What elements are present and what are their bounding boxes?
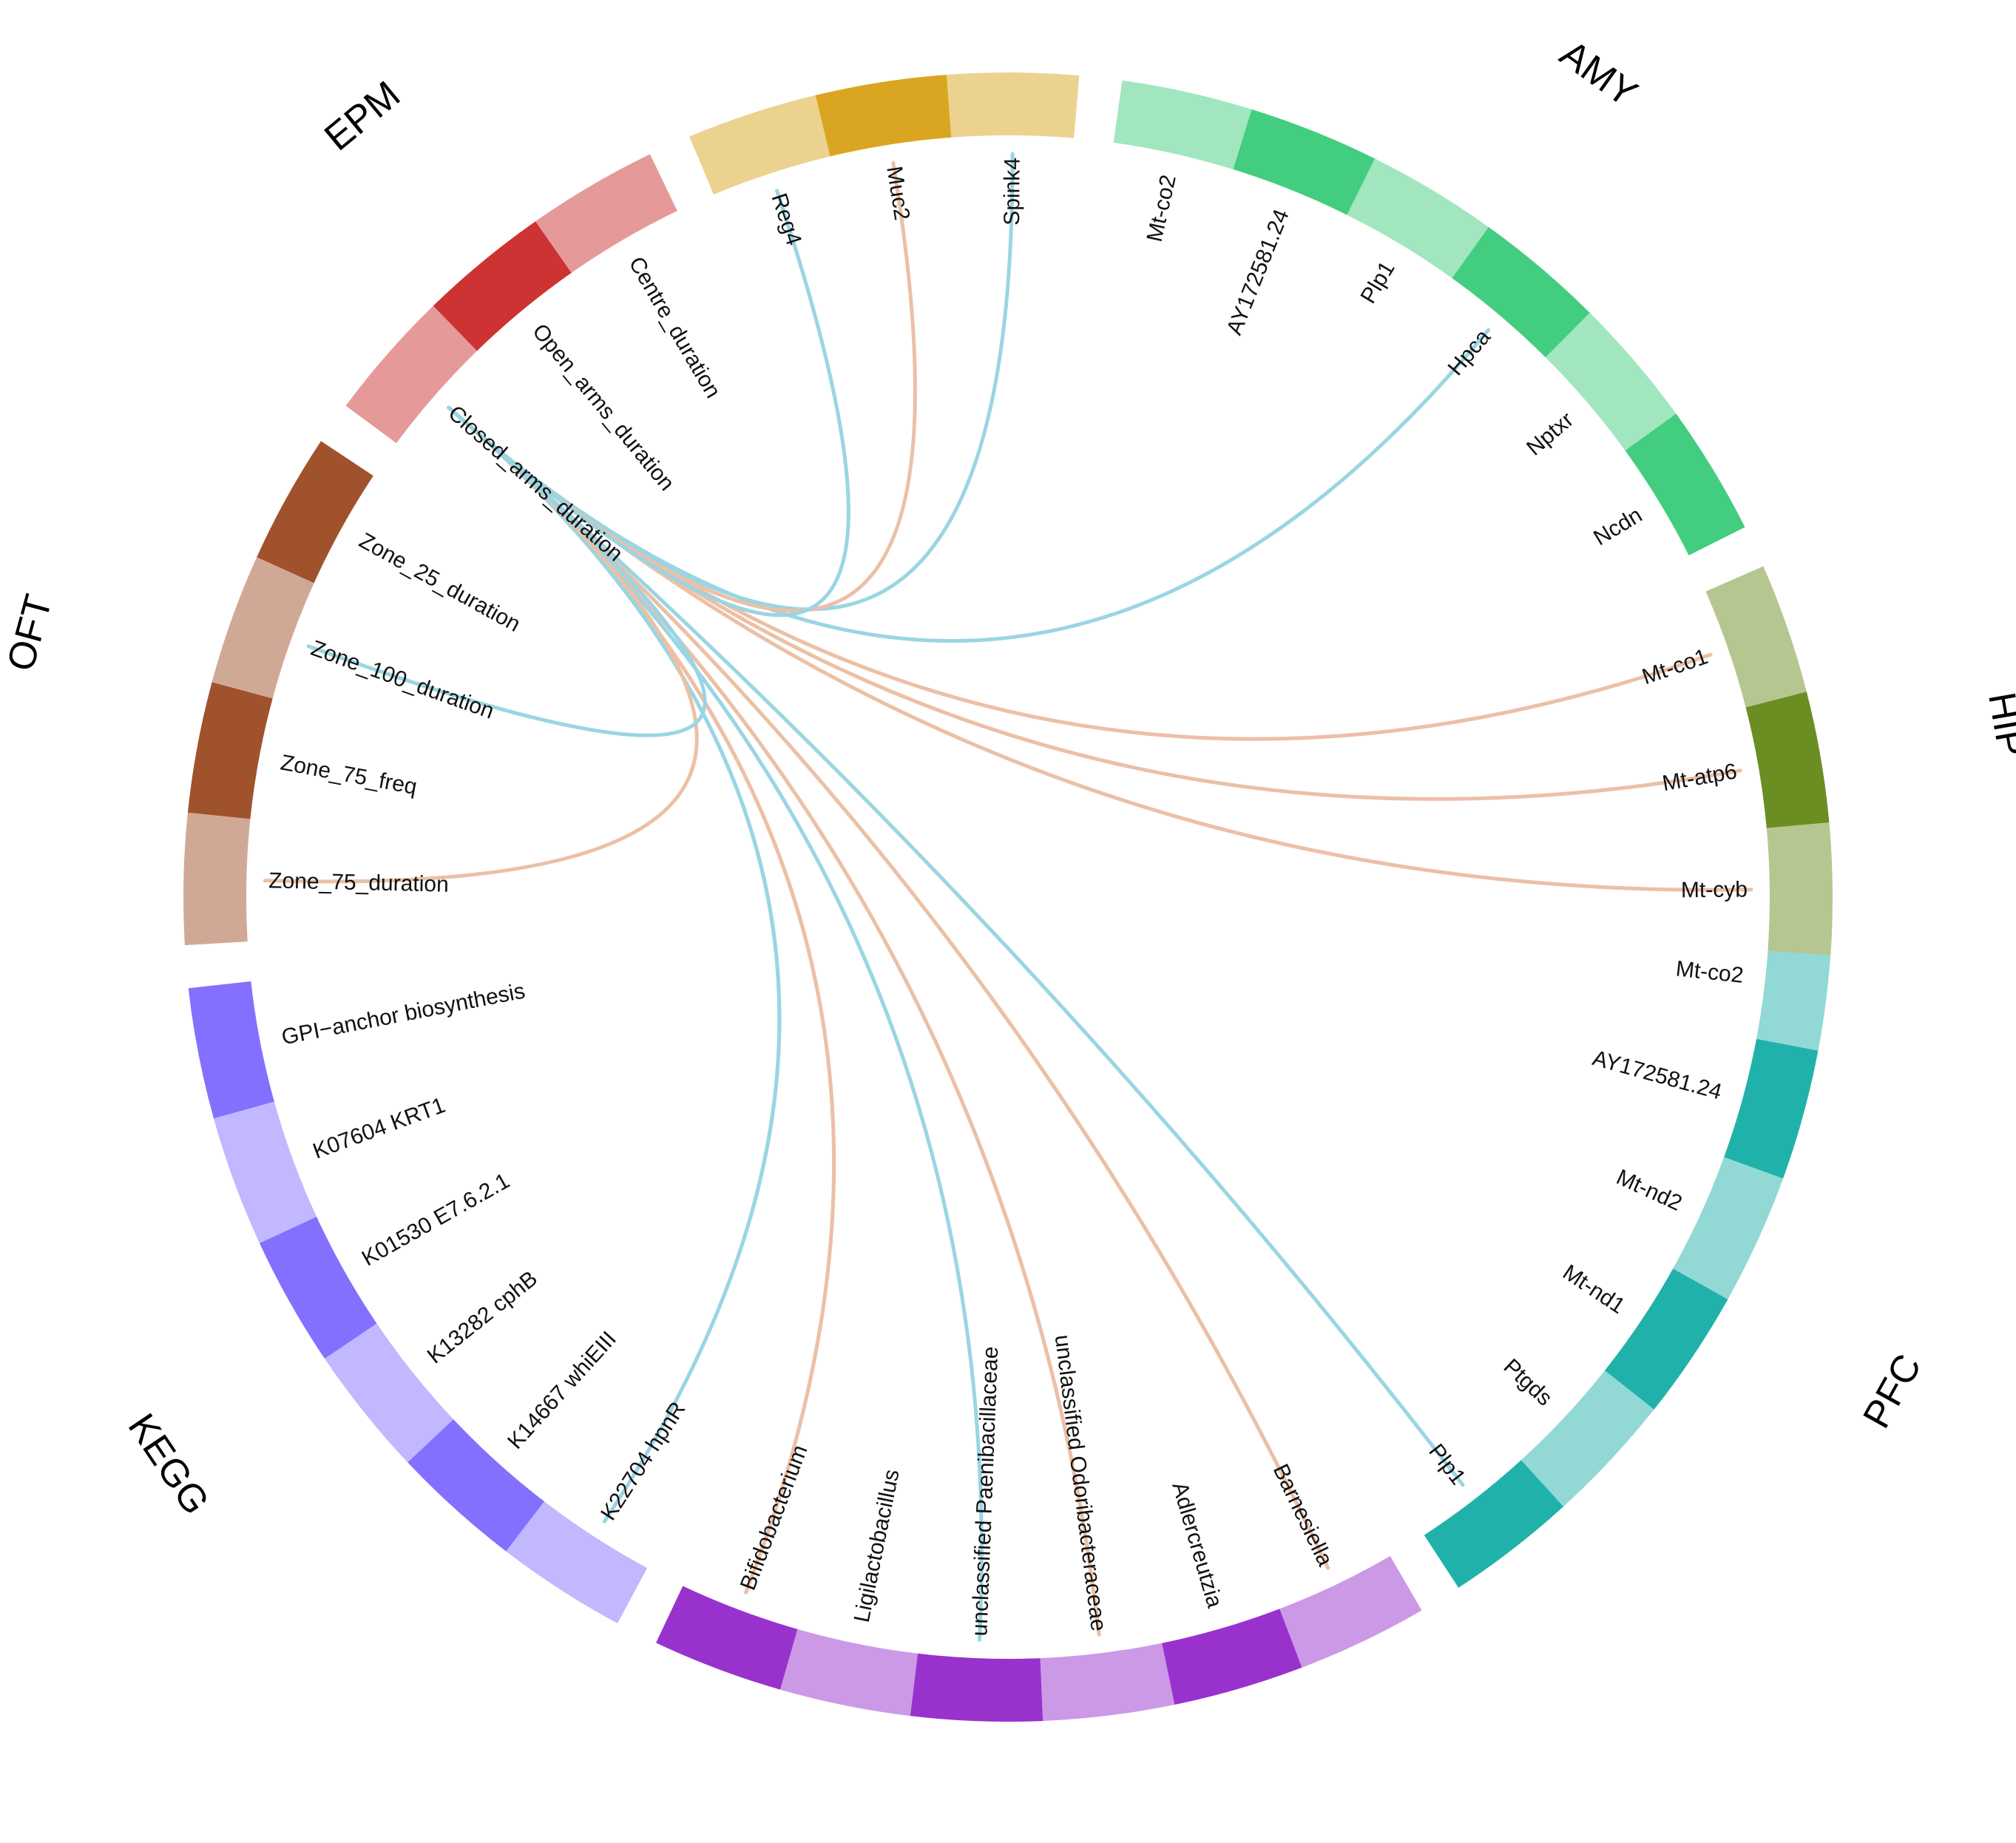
group-label-pfc: PFC — [1855, 1347, 1929, 1435]
segment-kegg-k14667-whieiii — [407, 1418, 544, 1552]
segment-oft-zone-75-duration — [183, 812, 251, 946]
segment-label-epm-open-arms-duration: Open_arms_duration — [527, 319, 679, 496]
link-gut-spink4-to-epm-closed-arms-duration — [447, 152, 1015, 612]
segment-label-taxa-ligilactobacillus: Ligilactobacillus — [850, 1467, 904, 1624]
segment-taxa-bifidobacterium — [656, 1586, 798, 1690]
segment-label-pfc-mt-nd2: Mt-nd2 — [1613, 1165, 1686, 1216]
link-oft-zone-100-duration-to-epm-closed-arms-duration — [306, 405, 707, 737]
segment-kegg-k22704-hpnr — [506, 1501, 648, 1624]
segment-label-kegg-k13282-cphb: K13282 cphB — [423, 1266, 542, 1368]
segment-label-oft-zone-75-freq: Zone_75_freq — [279, 751, 419, 799]
link-pfc-plp1-to-epm-closed-arms-duration — [447, 405, 1465, 1487]
segment-label-amy-mt-co2: Mt-co2 — [1143, 172, 1181, 244]
segment-amy-nptxr — [1545, 312, 1677, 451]
segment-amy-ay172581-24 — [1233, 109, 1376, 215]
segment-oft-zone-25-duration — [257, 441, 373, 584]
segments-layer — [183, 72, 1833, 1722]
segment-label-pfc-ay172581-24: AY172581.24 — [1590, 1046, 1725, 1104]
segment-label-epm-centre-duration: Centre_duration — [624, 253, 725, 402]
segment-kegg-gpi-anchor-biosynthesis — [188, 981, 274, 1119]
segment-label-gut-spink4: Spink4 — [1000, 158, 1025, 226]
segment-label-pfc-mt-nd1: Mt-nd1 — [1558, 1260, 1629, 1319]
segment-kegg-k07604-krt1 — [213, 1101, 317, 1243]
link-taxa-unclassified-odoribacteraceae-to-epm-closed-arms-duration — [447, 405, 1101, 1637]
segment-label-kegg-k22704-hpnr: K22704 hpnR — [596, 1398, 690, 1525]
segment-amy-hpca — [1452, 227, 1590, 358]
segment-amy-plp1 — [1347, 158, 1489, 279]
segment-label-amy-ay172581-24: AY172581.24 — [1222, 206, 1293, 338]
segment-label-oft-zone-75-duration: Zone_75_duration — [268, 868, 449, 896]
segment-epm-closed-arms-duration — [345, 305, 478, 444]
segment-label-pfc-plp1: Plp1 — [1424, 1439, 1470, 1489]
segment-taxa-unclassified-odoribacteraceae — [1040, 1643, 1175, 1722]
segment-kegg-k13282-cphb — [325, 1323, 454, 1463]
segment-gut-reg4 — [689, 95, 831, 195]
segment-pfc-ptgds — [1521, 1370, 1654, 1507]
segment-pfc-ay172581-24 — [1724, 1038, 1819, 1179]
group-label-epm: EPM — [317, 73, 408, 159]
segment-taxa-unclassified-paenibacillaceae — [910, 1653, 1043, 1722]
link-oft-zone-75-duration-to-epm-closed-arms-duration — [263, 405, 699, 884]
segment-taxa-ligilactobacillus — [779, 1629, 918, 1717]
segment-epm-open-arms-duration — [433, 221, 572, 351]
segment-gut-muc2 — [815, 75, 952, 157]
link-taxa-barnesiella-to-epm-closed-arms-duration — [447, 405, 1330, 1570]
segment-label-hip-mt-cyb: Mt-cyb — [1681, 877, 1748, 902]
group-label-kegg: KEGG — [120, 1406, 217, 1522]
segment-label-amy-nptxr: Nptxr — [1522, 408, 1578, 461]
segment-label-amy-plp1: Plp1 — [1356, 257, 1400, 308]
segment-hip-mt-co1 — [1705, 566, 1807, 708]
link-hip-mt-cyb-to-epm-closed-arms-duration — [447, 405, 1753, 892]
link-amy-hpca-to-epm-closed-arms-duration — [447, 328, 1491, 643]
link-gut-reg4-to-epm-closed-arms-duration — [447, 189, 850, 618]
segment-label-pfc-mt-co2: Mt-co2 — [1674, 956, 1745, 988]
segment-label-pfc-ptgds: Ptgds — [1499, 1354, 1557, 1410]
segment-hip-mt-atp6 — [1745, 691, 1830, 828]
segment-label-taxa-barnesiella: Barnesiella — [1268, 1461, 1338, 1570]
segment-hip-mt-cyb — [1766, 822, 1833, 956]
segment-label-epm-closed-arms-duration: Closed_arms_duration — [444, 401, 628, 567]
segment-label-taxa-adlercreutzia: Adlercreutzia — [1167, 1479, 1227, 1611]
segment-epm-centre-duration — [535, 154, 677, 273]
segment-label-hip-mt-atp6: Mt-atp6 — [1660, 759, 1739, 796]
group-label-amy: AMY — [1552, 32, 1645, 115]
link-kegg-k22704-hpnr-to-epm-closed-arms-duration — [447, 405, 782, 1524]
segment-label-taxa-bifidobacterium: Bifidobacterium — [736, 1441, 813, 1593]
segment-label-hip-mt-co1: Mt-co1 — [1639, 644, 1711, 689]
segment-label-kegg-k14667-whieiii: K14667 whiEIII — [503, 1327, 621, 1454]
segment-label-kegg-gpi-anchor-biosynthesis: GPI−anchor biosynthesis — [280, 978, 527, 1049]
segment-amy-ncdn — [1625, 413, 1745, 555]
segment-oft-zone-75-freq — [187, 682, 273, 819]
segment-oft-zone-100-duration — [212, 557, 314, 699]
segment-amy-mt-co2 — [1113, 80, 1252, 170]
segment-label-oft-zone-100-duration: Zone_100_duration — [308, 636, 497, 724]
segment-label-gut-muc2: Muc2 — [882, 164, 914, 222]
group-label-hip: HIP — [1980, 689, 2016, 760]
segment-label-amy-ncdn: Ncdn — [1589, 503, 1646, 551]
group-label-oft: OFT — [0, 590, 61, 676]
segment-taxa-barnesiella — [1279, 1555, 1422, 1668]
segment-label-taxa-unclassified-odoribacteraceae: unclassified Odoribacteraceae — [1050, 1333, 1111, 1633]
segment-gut-spink4 — [946, 72, 1080, 138]
segment-pfc-plp1 — [1424, 1460, 1564, 1588]
segment-pfc-mt-nd2 — [1673, 1157, 1784, 1299]
segment-label-kegg-k07604-krt1: K07604 KRT1 — [310, 1093, 449, 1164]
segment-label-gut-reg4: Reg4 — [766, 190, 806, 248]
segment-taxa-adlercreutzia — [1162, 1609, 1302, 1705]
segment-label-oft-zone-25-duration: Zone_25_duration — [355, 528, 524, 637]
links-layer — [263, 152, 1753, 1642]
segment-pfc-mt-nd1 — [1604, 1268, 1728, 1410]
segment-label-kegg-k01530-e7-6-2-1: K01530 E7.6.2.1 — [358, 1169, 514, 1271]
segment-kegg-k01530-e7-6-2-1 — [259, 1217, 377, 1359]
